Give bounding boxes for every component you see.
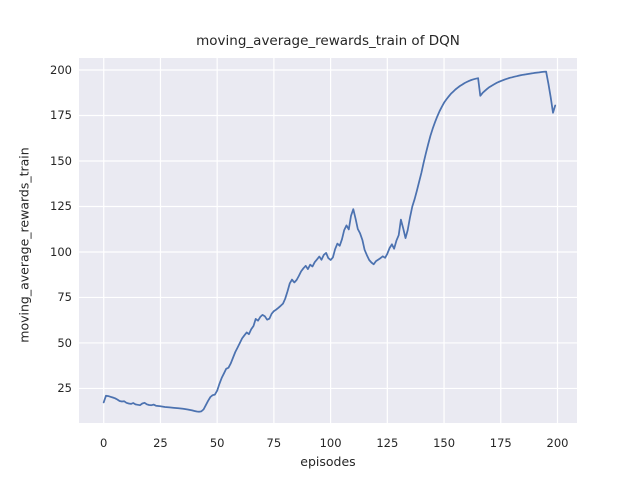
- plot-area: [79, 58, 577, 423]
- x-tick-label: 125: [376, 436, 399, 450]
- y-tick-label: 200: [50, 63, 72, 77]
- y-tick-label: 50: [57, 335, 72, 350]
- plot-background: [79, 58, 577, 423]
- data-line: [102, 70, 557, 413]
- line-plot-svg: [79, 58, 577, 423]
- x-tick-label: 75: [266, 436, 282, 450]
- y-tick-label: 25: [57, 381, 72, 396]
- x-tick-label: 175: [489, 436, 512, 450]
- x-tick-label: 50: [209, 436, 225, 450]
- x-tick-label: 200: [546, 436, 569, 450]
- y-tick-label: 100: [50, 244, 72, 259]
- x-tick-label: 150: [433, 436, 456, 450]
- y-tick-label: 75: [57, 290, 72, 305]
- y-tick-label: 150: [50, 153, 72, 168]
- y-tick-label: 125: [50, 199, 72, 214]
- x-tick-label: 100: [319, 436, 342, 450]
- x-tick-label: 0: [100, 436, 108, 450]
- x-tick-label: 25: [153, 436, 168, 450]
- y-tick-label: 175: [50, 108, 72, 123]
- chart-title: moving_average_rewards_train of DQN: [196, 33, 460, 49]
- x-axis-label: episodes: [300, 454, 356, 469]
